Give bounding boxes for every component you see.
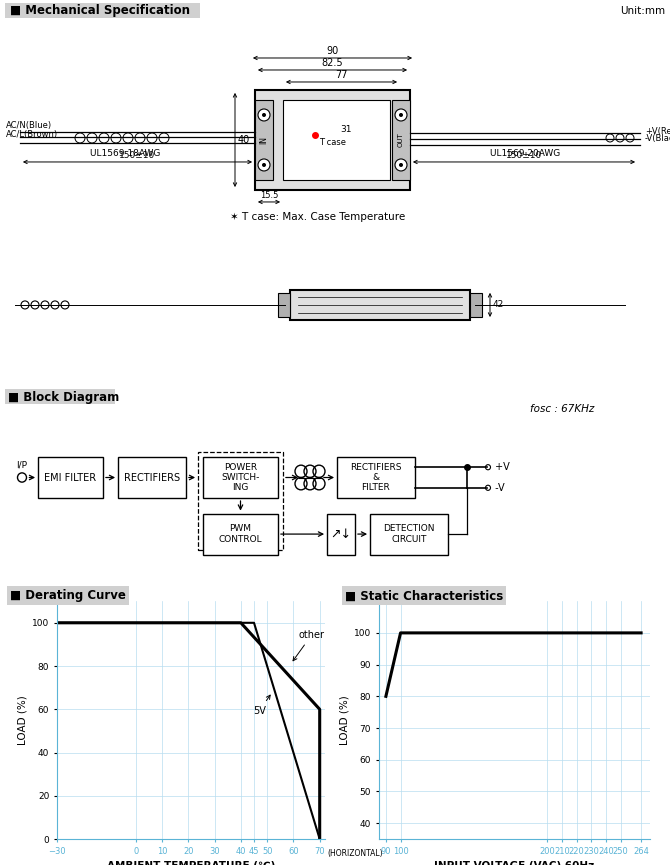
Text: ■ Mechanical Specification: ■ Mechanical Specification [10, 4, 190, 17]
Text: 150±10: 150±10 [506, 151, 542, 160]
Text: +V: +V [492, 462, 510, 472]
Text: UL1569 20AWG: UL1569 20AWG [490, 150, 560, 158]
Text: AC/N(Blue): AC/N(Blue) [6, 121, 52, 131]
Circle shape [486, 485, 490, 490]
Circle shape [399, 113, 403, 117]
Text: OUT: OUT [398, 132, 404, 147]
Text: UL1569 18AWG: UL1569 18AWG [90, 150, 160, 158]
Text: T case: T case [319, 138, 346, 147]
Bar [203, 514, 278, 554]
Y-axis label: LOAD (%): LOAD (%) [18, 695, 28, 745]
Circle shape [399, 163, 403, 167]
Bar [255, 90, 410, 190]
Text: Unit:mm: Unit:mm [620, 6, 665, 16]
Text: ■ Derating Curve: ■ Derating Curve [10, 589, 126, 602]
Text: 42: 42 [493, 300, 505, 310]
Text: RECTIFIERS
&
FILTER: RECTIFIERS & FILTER [350, 463, 402, 492]
Text: 150±10: 150±10 [119, 151, 155, 160]
Text: fosc : 67KHz: fosc : 67KHz [530, 404, 594, 413]
Bar [278, 293, 290, 317]
Circle shape [258, 159, 270, 171]
Bar [203, 457, 278, 498]
Circle shape [395, 109, 407, 121]
Bar [370, 514, 448, 554]
Circle shape [262, 113, 266, 117]
Bar [470, 293, 482, 317]
Text: ↗↓: ↗↓ [330, 528, 352, 541]
Text: ■ Block Diagram: ■ Block Diagram [8, 391, 119, 404]
Text: 15.5: 15.5 [260, 191, 278, 200]
Circle shape [258, 109, 270, 121]
Bar [38, 457, 103, 498]
Text: 82.5: 82.5 [322, 58, 343, 68]
Bar [283, 100, 390, 180]
Bar [198, 452, 283, 549]
Text: 77: 77 [335, 70, 348, 80]
Bar [255, 100, 273, 180]
Bar [5, 3, 200, 18]
Text: DETECTION
CIRCUIT: DETECTION CIRCUIT [383, 524, 435, 544]
Bar [5, 389, 115, 405]
Text: I/P: I/P [17, 460, 27, 470]
Text: other: other [293, 630, 325, 661]
Text: ✶ T case: Max. Case Temperature: ✶ T case: Max. Case Temperature [230, 212, 405, 222]
Text: 90: 90 [326, 46, 338, 56]
Text: 40: 40 [238, 135, 251, 145]
Text: ■ Static Characteristics: ■ Static Characteristics [345, 589, 503, 602]
Text: PWM
CONTROL: PWM CONTROL [218, 524, 263, 544]
Bar [118, 457, 186, 498]
Circle shape [262, 163, 266, 167]
Text: IN: IN [259, 136, 269, 144]
Bar [392, 100, 410, 180]
Text: +V(Red): +V(Red) [645, 127, 670, 137]
Bar [290, 290, 470, 320]
Text: RECTIFIERS: RECTIFIERS [124, 472, 180, 483]
Text: 5V: 5V [253, 695, 270, 715]
Text: -V(Black): -V(Black) [645, 134, 670, 144]
Bar [337, 457, 415, 498]
Text: POWER
SWITCH-
ING: POWER SWITCH- ING [221, 463, 260, 492]
Circle shape [486, 465, 490, 470]
Text: AC/L(Brown): AC/L(Brown) [6, 131, 58, 139]
X-axis label: AMBIENT TEMPERATURE (℃): AMBIENT TEMPERATURE (℃) [107, 862, 275, 865]
Text: -V: -V [492, 483, 505, 493]
Y-axis label: LOAD (%): LOAD (%) [340, 695, 350, 745]
X-axis label: INPUT VOLTAGE (VAC) 60Hz: INPUT VOLTAGE (VAC) 60Hz [434, 862, 594, 865]
Text: (HORIZONTAL): (HORIZONTAL) [328, 849, 383, 857]
Circle shape [395, 159, 407, 171]
Bar [327, 514, 355, 554]
Text: 31: 31 [340, 125, 352, 134]
Text: EMI FILTER: EMI FILTER [44, 472, 96, 483]
Circle shape [17, 473, 27, 482]
